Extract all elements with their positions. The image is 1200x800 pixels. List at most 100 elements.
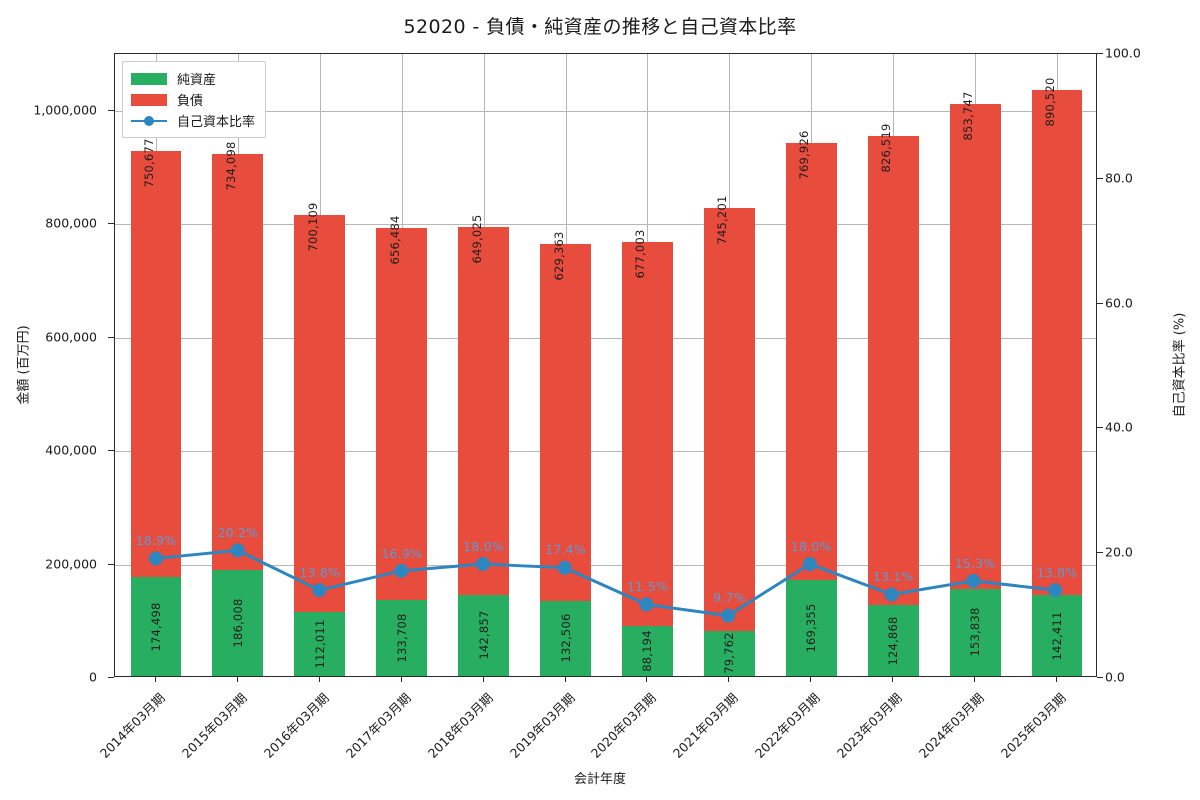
- y-tick-label-primary: 600,000: [45, 329, 97, 345]
- bar-group[interactable]: 112,011 700,109: [294, 203, 346, 676]
- ratio-value-label: 16.9%: [381, 545, 423, 561]
- bar-value-label-liabilities: 629,363: [551, 231, 566, 281]
- legend-item[interactable]: 自己資本比率: [131, 110, 255, 131]
- y-tick-mark-secondary: [1097, 53, 1103, 54]
- bar-segment-equity[interactable]: 133,708: [376, 600, 428, 676]
- x-tick-mark: [728, 677, 730, 682]
- bar-segment-equity[interactable]: 112,011: [294, 612, 346, 676]
- x-tick-mark: [154, 677, 156, 682]
- bar-value-label-equity: 88,194: [640, 630, 655, 672]
- bar-group[interactable]: 88,194 677,003: [622, 229, 673, 676]
- bar-segment-equity[interactable]: 186,008: [212, 570, 264, 676]
- bar-group[interactable]: 142,411 890,520: [1031, 78, 1083, 676]
- bar-segment-liabilities[interactable]: 853,747: [949, 92, 1001, 589]
- page-title: 52020 - 負債・純資産の推移と自己資本比率: [403, 16, 797, 38]
- x-tick-label: 2024年03月期: [915, 690, 987, 761]
- bar-segment-equity[interactable]: 142,411: [1031, 595, 1083, 676]
- bar-segment-liabilities[interactable]: 745,201: [703, 196, 755, 631]
- bar-segment-equity[interactable]: 132,506: [540, 600, 591, 676]
- bar-segment-equity[interactable]: 142,857: [458, 594, 509, 676]
- y-tick-mark-secondary: [1097, 677, 1103, 678]
- x-tick-mark: [236, 677, 238, 682]
- y-tick-label-secondary: 20.0: [1105, 544, 1133, 560]
- ratio-value-label: 17.4%: [545, 542, 586, 558]
- bar-segment-equity[interactable]: 169,355: [785, 579, 837, 676]
- legend-color-swatch: [131, 72, 167, 85]
- bar-value-label-liabilities: 890,520: [1043, 77, 1058, 127]
- legend-color-swatch: [131, 93, 167, 106]
- bar-segment-liabilities[interactable]: 734,098: [212, 142, 264, 571]
- x-tick-label: 2016年03月期: [260, 690, 332, 761]
- bar-value-label-equity: 112,011: [312, 619, 327, 669]
- ratio-value-label: 9.7%: [713, 590, 746, 606]
- legend-item[interactable]: 純資産: [131, 68, 255, 89]
- x-tick-label: 2025年03月期: [997, 690, 1069, 761]
- y-tick-mark-primary: [108, 336, 114, 338]
- bar-segment-equity[interactable]: 153,838: [949, 588, 1001, 676]
- bar-segment-equity[interactable]: 124,868: [867, 605, 919, 676]
- x-tick-label: 2017年03月期: [342, 690, 414, 761]
- bar-segment-liabilities[interactable]: 649,025: [458, 214, 509, 595]
- bar-segment-liabilities[interactable]: 750,677: [130, 139, 182, 578]
- x-tick-mark: [318, 677, 320, 682]
- bar-segment-equity[interactable]: 79,762: [703, 630, 755, 676]
- bar-group[interactable]: 142,857 649,025: [458, 214, 509, 676]
- bar-group[interactable]: 132,506 629,363: [540, 231, 591, 676]
- legend-item[interactable]: 負債: [131, 89, 255, 110]
- bar-value-label-liabilities: 769,926: [797, 130, 812, 180]
- bar-group[interactable]: 133,708 656,484: [376, 215, 428, 676]
- y-tick-label-secondary: 80.0: [1105, 170, 1133, 186]
- bar-value-label-equity: 132,506: [558, 613, 573, 663]
- x-tick-mark: [1056, 677, 1058, 682]
- x-tick-mark: [400, 677, 402, 682]
- x-tick-mark: [892, 677, 894, 682]
- bar-segment-liabilities[interactable]: 656,484: [376, 215, 428, 601]
- gridline-horizontal: [115, 451, 1096, 453]
- legend-line-marker-icon: [131, 115, 167, 127]
- bar-group[interactable]: 174,498 750,677: [130, 139, 182, 676]
- legend-item-label: 自己資本比率: [177, 115, 256, 130]
- bar-value-label-equity: 142,411: [1050, 611, 1065, 661]
- bar-segment-liabilities[interactable]: 677,003: [622, 229, 673, 626]
- legend-item-label: 負債: [177, 94, 204, 109]
- y-tick-label-primary: 0: [89, 669, 97, 685]
- y-tick-label-primary: 800,000: [45, 215, 97, 231]
- ratio-value-label: 15.3%: [954, 555, 996, 571]
- bar-segment-equity[interactable]: 174,498: [130, 577, 182, 676]
- bar-value-label-liabilities: 826,519: [879, 123, 894, 173]
- bar-segment-liabilities[interactable]: 629,363: [540, 231, 591, 601]
- x-tick-label: 2021年03月期: [670, 690, 742, 761]
- x-tick-label: 2014年03月期: [96, 690, 168, 761]
- bar-group[interactable]: 124,868 826,519: [867, 124, 919, 676]
- x-tick-mark: [482, 677, 484, 682]
- bar-value-label-equity: 79,762: [722, 632, 737, 675]
- y-tick-mark-primary: [108, 677, 114, 678]
- bar-segment-liabilities[interactable]: 700,109: [294, 203, 346, 613]
- bar-segment-equity[interactable]: 88,194: [622, 625, 673, 676]
- bar-value-label-equity: 124,868: [886, 616, 901, 666]
- bar-value-label-liabilities: 745,201: [715, 195, 730, 245]
- y-tick-label-secondary: 40.0: [1105, 419, 1133, 435]
- gridline-horizontal: [115, 337, 1096, 339]
- y-tick-mark-primary: [108, 109, 114, 111]
- x-tick-mark: [564, 677, 566, 682]
- x-tick-mark: [646, 677, 648, 682]
- plot-area: 174,498 750,677 186,008 734,098 112,011 700,1…: [114, 53, 1097, 677]
- ratio-value-label: 11.5%: [627, 579, 668, 595]
- bar-group[interactable]: 79,762 745,201: [703, 196, 755, 676]
- bar-segment-liabilities[interactable]: 769,926: [785, 131, 837, 580]
- bar-segment-liabilities[interactable]: 890,520: [1031, 78, 1083, 596]
- bar-value-label-equity: 169,355: [804, 603, 819, 653]
- bar-group[interactable]: 153,838 853,747: [949, 92, 1001, 676]
- bar-group[interactable]: 169,355 769,926: [785, 131, 837, 676]
- x-tick-label: 2023年03月期: [834, 690, 905, 761]
- bar-group[interactable]: 186,008 734,098: [212, 142, 264, 676]
- bar-segment-liabilities[interactable]: 826,519: [867, 124, 919, 606]
- ratio-line-path: [154, 548, 1057, 618]
- bar-value-label-liabilities: 700,109: [305, 202, 320, 252]
- y-tick-mark-secondary: [1097, 552, 1103, 554]
- bar-value-label-liabilities: 656,484: [387, 215, 402, 265]
- ratio-value-label: 18.0%: [463, 538, 504, 554]
- y-tick-label-secondary: 100.0: [1105, 45, 1141, 61]
